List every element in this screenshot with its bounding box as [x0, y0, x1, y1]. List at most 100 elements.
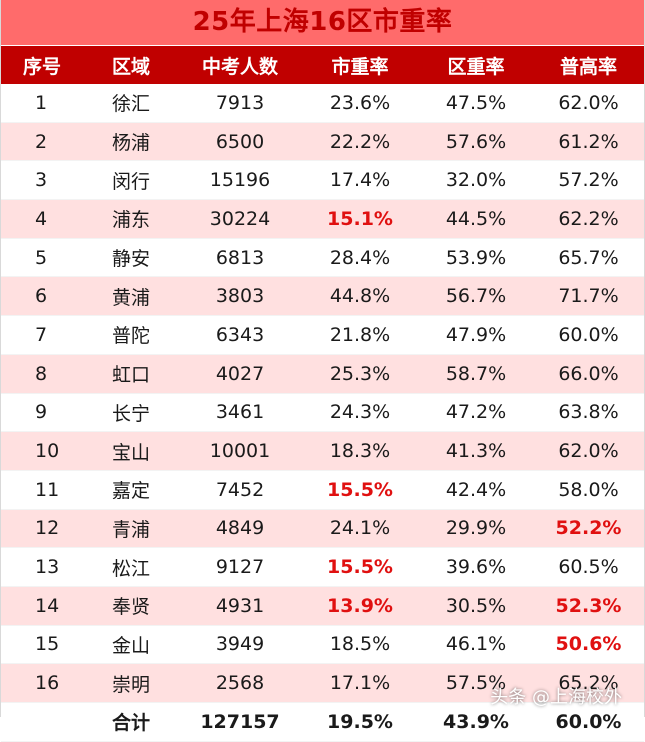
cell-city-rate: 23.6%: [301, 84, 419, 123]
table-row: 5 静安 6813 28.4% 53.9% 65.7%: [1, 238, 644, 278]
cell-district: 松江: [83, 547, 179, 587]
cell-district-rate: 32.0%: [419, 160, 533, 201]
cell-high-rate: 52.3%: [533, 586, 644, 626]
cell-district: 普陀: [83, 315, 179, 355]
cell-district-rate: 42.4%: [419, 470, 533, 510]
cell-count: 7452: [179, 470, 301, 510]
table-row: 4 浦东 30224 15.1% 44.5% 62.2%: [1, 199, 644, 239]
cell-high-rate: 62.0%: [533, 431, 644, 471]
cell-city-rate: 24.1%: [301, 509, 419, 549]
cell-city-rate: 18.3%: [301, 431, 419, 471]
table-row: 3 闵行 15196 17.4% 32.0% 57.2%: [1, 160, 644, 201]
table-row: 6 黄浦 3803 44.8% 56.7% 71.7%: [1, 276, 644, 317]
table-row: 9 长宁 3461 24.3% 47.2% 63.8%: [1, 393, 644, 433]
cell-district-rate: 57.6%: [419, 122, 533, 162]
cell-district: 闵行: [83, 160, 179, 201]
cell-count: 3803: [179, 276, 301, 317]
cell-no: 8: [1, 354, 83, 394]
cell-city-rate: 15.5%: [301, 547, 419, 587]
cell-no: 9: [1, 393, 83, 433]
table-row: 14 奉贤 4931 13.9% 30.5% 52.3%: [1, 586, 644, 626]
cell-count: 6500: [179, 122, 301, 162]
cell-city-rate: 13.9%: [301, 586, 419, 626]
cell-district-rate: 58.7%: [419, 354, 533, 394]
cell-count: 6813: [179, 238, 301, 278]
table-row: 16 崇明 2568 17.1% 57.5% 65.2%: [1, 663, 644, 703]
cell-city-rate: 24.3%: [301, 393, 419, 433]
cell-district: 宝山: [83, 431, 179, 471]
cell-no: 11: [1, 470, 83, 510]
watermark-text: 头条 @上海校外: [490, 687, 622, 708]
cell-no: 7: [1, 315, 83, 355]
cell-count: 9127: [179, 547, 301, 587]
header-no: 序号: [1, 46, 83, 84]
total-no: [1, 702, 83, 742]
cell-count: 2568: [179, 663, 301, 703]
cell-no: 13: [1, 547, 83, 587]
cell-high-rate: 52.2%: [533, 509, 644, 549]
cell-high-rate: 62.2%: [533, 199, 644, 239]
cell-no: 15: [1, 625, 83, 665]
header-high-rate: 普高率: [533, 46, 644, 84]
cell-count: 3949: [179, 625, 301, 665]
cell-high-rate: 60.5%: [533, 547, 644, 587]
cell-city-rate: 15.5%: [301, 470, 419, 510]
cell-no: 10: [1, 431, 83, 471]
cell-count: 10001: [179, 431, 301, 471]
header-district-rate: 区重率: [419, 46, 533, 84]
cell-district-rate: 56.7%: [419, 276, 533, 317]
cell-high-rate: 65.2%: [533, 663, 644, 703]
header-count: 中考人数: [179, 46, 301, 84]
table-row: 12 青浦 4849 24.1% 29.9% 52.2%: [1, 509, 644, 549]
cell-district: 杨浦: [83, 122, 179, 162]
cell-district-rate: 47.5%: [419, 84, 533, 123]
data-table: 序号 区域 中考人数 市重率 区重率 普高率 1 徐汇 7913 23.6% 47.5%…: [1, 46, 644, 742]
header-city-rate: 市重率: [301, 46, 419, 84]
cell-high-rate: 60.0%: [533, 315, 644, 355]
cell-high-rate: 50.6%: [533, 625, 644, 665]
table-title: 25年上海16区市重率: [1, 0, 644, 46]
cell-district-rate: 47.2%: [419, 393, 533, 433]
cell-city-rate: 44.8%: [301, 276, 419, 317]
header-row: 序号 区域 中考人数 市重率 区重率 普高率: [1, 46, 644, 84]
cell-high-rate: 58.0%: [533, 470, 644, 510]
cell-district-rate: 53.9%: [419, 238, 533, 278]
cell-count: 3461: [179, 393, 301, 433]
cell-high-rate: 57.2%: [533, 160, 644, 201]
cell-no: 14: [1, 586, 83, 626]
cell-high-rate: 66.0%: [533, 354, 644, 394]
table-row: 11 嘉定 7452 15.5% 42.4% 58.0%: [1, 470, 644, 510]
cell-city-rate: 21.8%: [301, 315, 419, 355]
cell-no: 2: [1, 122, 83, 162]
cell-no: 6: [1, 276, 83, 317]
table-row: 8 虹口 4027 25.3% 58.7% 66.0%: [1, 354, 644, 394]
table-row: 2 杨浦 6500 22.2% 57.6% 61.2%: [1, 122, 644, 162]
cell-city-rate: 15.1%: [301, 199, 419, 239]
cell-district-rate: 57.5%: [419, 663, 533, 703]
cell-high-rate: 65.7%: [533, 238, 644, 278]
cell-district: 静安: [83, 238, 179, 278]
cell-high-rate: 71.7%: [533, 276, 644, 317]
cell-no: 5: [1, 238, 83, 278]
cell-count: 4849: [179, 509, 301, 549]
total-city-rate: 19.5%: [301, 702, 419, 742]
cell-no: 12: [1, 509, 83, 549]
cell-district: 浦东: [83, 199, 179, 239]
cell-district-rate: 39.6%: [419, 547, 533, 587]
table-row: 15 金山 3949 18.5% 46.1% 50.6%: [1, 625, 644, 665]
cell-district: 长宁: [83, 393, 179, 433]
cell-high-rate: 61.2%: [533, 122, 644, 162]
total-count: 127157: [179, 702, 301, 742]
cell-district: 奉贤: [83, 586, 179, 626]
header-district: 区域: [83, 46, 179, 84]
cell-city-rate: 17.1%: [301, 663, 419, 703]
cell-district: 崇明: [83, 663, 179, 703]
table-row: 10 宝山 10001 18.3% 41.3% 62.0%: [1, 431, 644, 471]
cell-district: 徐汇: [83, 84, 179, 123]
cell-count: 6343: [179, 315, 301, 355]
cell-city-rate: 25.3%: [301, 354, 419, 394]
cell-high-rate: 62.0%: [533, 84, 644, 123]
cell-count: 15196: [179, 160, 301, 201]
cell-district-rate: 41.3%: [419, 431, 533, 471]
table-row: 1 徐汇 7913 23.6% 47.5% 62.0%: [1, 84, 644, 123]
